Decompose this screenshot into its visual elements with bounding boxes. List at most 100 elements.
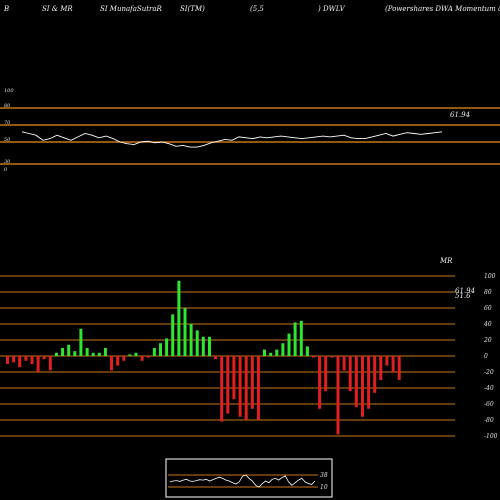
rsi-tick-label: 80	[4, 103, 11, 109]
mrsi-panel-label: MR	[439, 257, 453, 265]
rsi-last-value-label: 61.94	[450, 111, 470, 119]
mrsi-bar	[391, 356, 395, 372]
mrsi-bar	[201, 336, 205, 356]
mrsi-bar	[183, 308, 187, 356]
mrsi-bar	[293, 322, 297, 356]
mrsi-bar	[165, 338, 169, 356]
mrsi-bar	[79, 328, 83, 356]
mrsi-bar	[146, 356, 150, 358]
mrsi-bar	[336, 356, 340, 435]
mrsi-bar	[171, 314, 175, 356]
mrsi-bar	[189, 324, 193, 356]
mrsi-tick-label: 20	[483, 337, 492, 344]
mrsi-bar	[348, 356, 352, 392]
mrsi-bar	[354, 356, 358, 408]
mrsi-bar	[305, 346, 309, 356]
header-fund-name: (Powershares DWA Momentum & Low	[385, 5, 500, 13]
header-tm-fragment: SI(TM)	[180, 5, 205, 13]
mrsi-bar	[91, 352, 95, 356]
mini-tick-label: 10	[320, 484, 328, 491]
mrsi-bar	[6, 356, 9, 364]
mrsi-bar	[250, 356, 254, 409]
mrsi-tick-label: 80	[484, 289, 492, 296]
mrsi-bar	[318, 356, 322, 409]
mrsi-bar	[287, 333, 291, 356]
mrsi-bar	[226, 356, 230, 414]
mrsi-bar	[208, 336, 211, 356]
mrsi-bar	[159, 343, 162, 356]
mrsi-bar	[85, 348, 89, 356]
mrsi-bar	[269, 352, 273, 356]
mrsi-bar	[312, 356, 315, 358]
rsi-tick-label: 50	[4, 137, 11, 143]
mrsi-tick-label: 60	[484, 305, 492, 312]
mrsi-bar	[220, 356, 224, 422]
mrsi-bar	[67, 344, 71, 356]
mrsi-tick-label: -20	[484, 369, 494, 376]
mrsi-bar	[18, 356, 22, 368]
mrsi-bar	[385, 356, 389, 366]
mrsi-bar	[128, 354, 132, 356]
header-title-fragment: SI & MR	[42, 5, 73, 13]
mrsi-bar	[24, 356, 28, 361]
header-ticker: ) DWLV	[318, 5, 345, 13]
rsi-tick-label: 0	[4, 167, 8, 173]
mrsi-bar	[134, 352, 138, 356]
mrsi-bar	[140, 356, 144, 361]
mrsi-bar	[397, 356, 401, 380]
mrsi-value-label: 61.94	[455, 287, 475, 295]
mrsi-bar	[195, 330, 199, 356]
mini-panel: 38 10	[165, 458, 333, 498]
mrsi-value-label: 51.6	[455, 292, 471, 300]
mrsi-bar	[373, 356, 377, 393]
mrsi-tick-label: 100	[484, 273, 496, 280]
mrsi-bar	[256, 356, 260, 420]
mrsi-bar	[324, 356, 328, 392]
mrsi-tick-label: 0	[484, 353, 488, 360]
mrsi-bar	[379, 356, 383, 380]
rsi-panel: 100 80 70 50 30 0 61.94	[0, 88, 500, 173]
mrsi-bar	[73, 351, 77, 356]
mrsi-bar	[275, 349, 279, 356]
mrsi-bar	[36, 356, 40, 372]
rsi-series-line	[21, 131, 443, 148]
mrsi-tick-label: -80	[484, 417, 494, 424]
mrsi-tick-label: 40	[483, 321, 492, 328]
mrsi-bar	[342, 356, 346, 371]
mrsi-bar	[42, 356, 46, 360]
mrsi-bar	[110, 356, 113, 371]
mrsi-bar	[12, 356, 16, 363]
rsi-tick-label: 70	[4, 120, 11, 126]
mrsi-bar	[177, 280, 181, 356]
mrsi-bar	[61, 348, 65, 356]
mrsi-bar	[97, 352, 101, 356]
mrsi-bar	[238, 356, 242, 417]
rsi-tick-label: 100	[4, 88, 14, 94]
mrsi-bar	[30, 356, 34, 364]
mrsi-bar	[299, 320, 303, 356]
mrsi-bar	[361, 356, 364, 417]
mini-tick-label: 38	[320, 472, 328, 479]
mrsi-bar	[214, 356, 218, 360]
mrsi-bar	[244, 356, 248, 420]
mrsi-bar	[48, 356, 52, 371]
mrsi-bar	[281, 343, 285, 356]
header-site-fragment: SI MunafaSutraR	[100, 5, 162, 13]
mrsi-bar	[55, 352, 58, 356]
mrsi-bar	[367, 356, 371, 409]
mrsi-bar	[263, 349, 266, 356]
mrsi-tick-label: -60	[484, 401, 494, 408]
mrsi-tick-label: -40	[484, 385, 494, 392]
mrsi-bar	[116, 356, 120, 366]
mrsi-bar	[232, 356, 236, 400]
mrsi-bar	[103, 348, 107, 356]
mini-series-line	[169, 474, 316, 488]
header-symbol-fragment: B	[4, 5, 10, 13]
mrsi-tick-label: -100	[484, 433, 498, 440]
rsi-tick-label: 30	[4, 159, 11, 165]
mrsi-bar	[330, 356, 334, 358]
mrsi-bar	[122, 356, 126, 361]
header-params-fragment: (5,5	[250, 5, 264, 13]
